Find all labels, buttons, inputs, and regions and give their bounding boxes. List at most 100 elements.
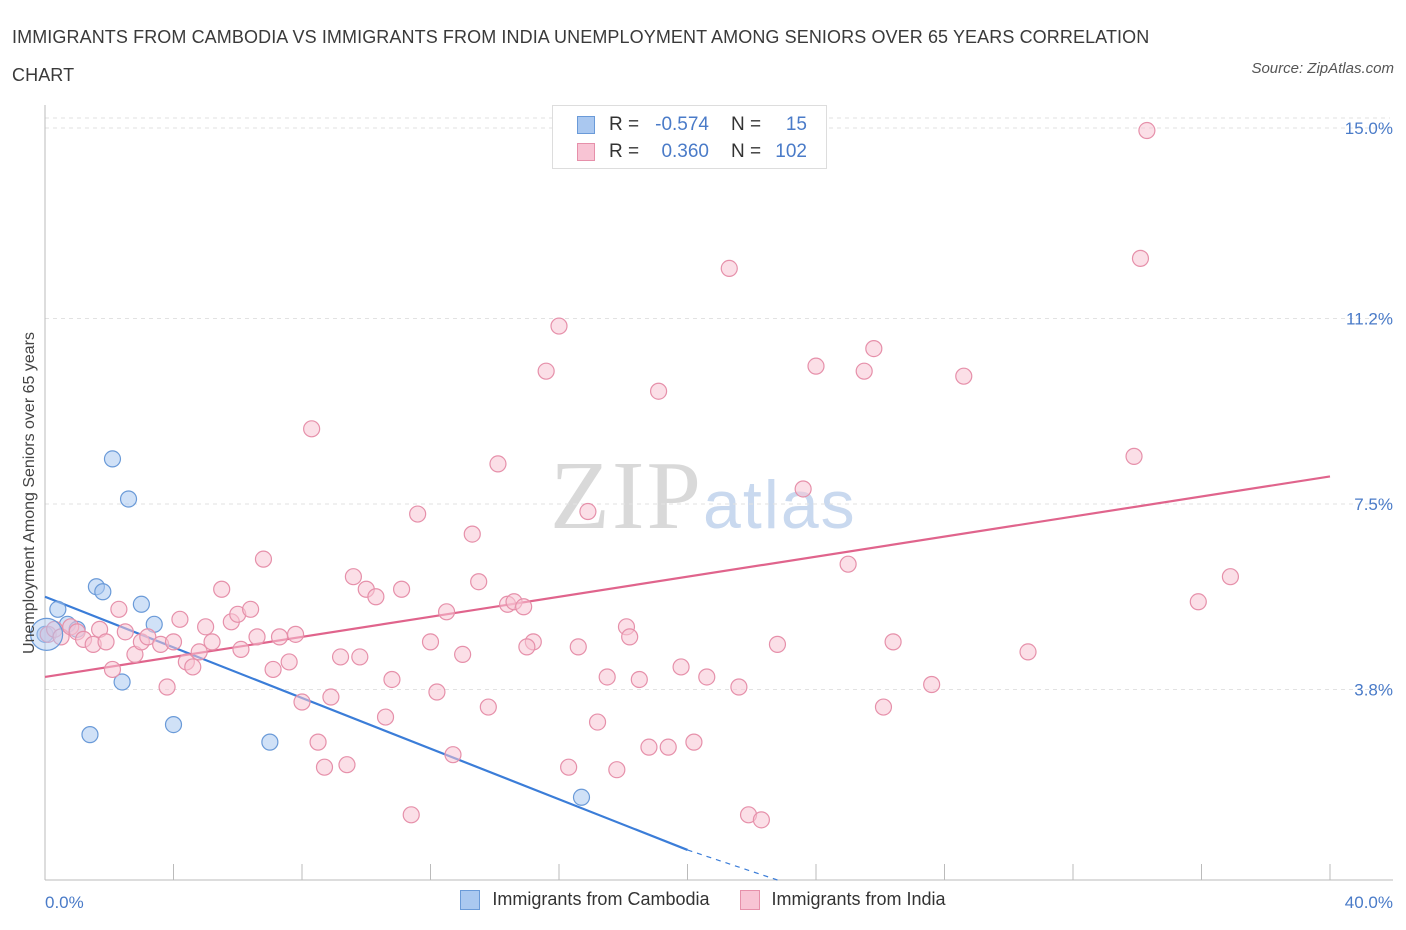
axes — [44, 105, 1393, 881]
legend-label-cambodia: Immigrants from Cambodia — [492, 889, 710, 909]
point-india — [463, 525, 481, 543]
point-india — [579, 502, 597, 521]
point-india — [242, 600, 260, 618]
point-india — [560, 758, 578, 776]
point-india — [923, 675, 941, 694]
point-india — [190, 643, 208, 661]
point-india — [1221, 568, 1240, 586]
x-tick-label: 0.0% — [45, 893, 84, 912]
point-cambodia-cluster — [30, 617, 64, 651]
legend-swatch-cambodia — [577, 116, 595, 134]
point-india — [409, 505, 427, 523]
point-india — [884, 633, 902, 651]
point-india — [1138, 121, 1156, 140]
point-india — [672, 658, 690, 676]
point-india — [376, 708, 395, 726]
point-india — [720, 259, 738, 277]
point-india — [454, 645, 472, 664]
y-tick-label: 15.0% — [1345, 119, 1393, 138]
legend-swatch-india — [577, 143, 595, 161]
point-india — [955, 367, 973, 385]
point-india — [640, 738, 658, 756]
point-india — [518, 638, 536, 656]
point-cambodia — [572, 788, 591, 806]
x-tick-label: 40.0% — [1345, 893, 1393, 912]
point-india — [280, 653, 298, 671]
point-india — [1189, 593, 1207, 611]
point-india — [264, 660, 282, 679]
watermark: ZIPatlas — [550, 440, 857, 552]
point-india — [351, 648, 369, 666]
legend-item-cambodia[interactable]: Immigrants from Cambodia — [460, 889, 710, 910]
point-india — [338, 756, 356, 774]
point-india — [203, 633, 221, 651]
point-india — [184, 658, 202, 676]
point-india — [421, 633, 440, 651]
point-india — [685, 733, 703, 751]
point-india — [303, 420, 321, 438]
point-india — [158, 678, 176, 696]
tick-labels: 3.8% 7.5% 11.2% 15.0% 0.0% 40.0% — [45, 119, 1393, 912]
trend-lines — [44, 475, 1331, 881]
legend-r-label: R = — [609, 114, 640, 135]
point-india — [322, 688, 340, 706]
source-label: Source: ZipAtlas.com — [1251, 60, 1394, 77]
point-cambodia — [49, 600, 67, 618]
watermark-sub: atlas — [703, 467, 857, 543]
point-india — [392, 580, 411, 598]
point-india — [537, 362, 555, 380]
y-tick-label: 7.5% — [1354, 495, 1393, 514]
point-india — [444, 746, 462, 764]
point-india — [331, 648, 350, 666]
point-india — [608, 761, 626, 779]
point-india — [630, 670, 648, 689]
point-india — [286, 625, 305, 643]
point-india — [213, 580, 231, 598]
y-tick-label: 11.2% — [1346, 310, 1393, 329]
point-india — [171, 610, 189, 628]
point-india — [874, 698, 893, 716]
legend-r-value: -0.574 — [655, 114, 709, 135]
y-axis-label: Unemployment Among Seniors over 65 years — [21, 332, 38, 654]
point-india — [807, 357, 825, 375]
point-cambodia — [113, 673, 131, 691]
legend-r-value: 0.360 — [661, 141, 709, 162]
point-india — [1131, 249, 1150, 267]
point-india — [309, 733, 327, 751]
point-india — [428, 683, 446, 701]
watermark-main: ZIP — [550, 442, 703, 550]
trend-line-cambodia-extension — [687, 849, 778, 881]
point-cambodia — [103, 450, 122, 468]
point-india — [768, 635, 787, 653]
legend-item-india[interactable]: Immigrants from India — [739, 889, 946, 910]
legend-label-india: Immigrants from India — [771, 889, 946, 909]
point-india — [254, 550, 273, 568]
legend-n-value: 15 — [785, 114, 807, 135]
point-india — [315, 758, 334, 776]
legend-row-cambodia: R = -0.574 N = 15 — [577, 113, 807, 137]
point-india — [698, 668, 716, 686]
point-india — [103, 660, 122, 679]
point-india — [730, 678, 748, 696]
point-cambodia — [119, 490, 138, 508]
point-india — [794, 480, 812, 498]
point-india — [110, 600, 128, 618]
legend-n-label: N = — [731, 141, 762, 162]
point-india — [470, 573, 488, 591]
point-india — [588, 713, 607, 731]
legend-r-label: R = — [609, 141, 640, 162]
point-india — [855, 362, 873, 380]
point-india — [97, 633, 115, 651]
point-india — [437, 603, 456, 621]
point-cambodia — [81, 726, 99, 744]
point-india — [659, 738, 677, 756]
point-india — [598, 668, 616, 686]
point-cambodia — [261, 733, 279, 751]
point-india — [489, 455, 507, 473]
point-india — [865, 340, 883, 358]
point-india — [479, 698, 497, 716]
point-india — [515, 598, 533, 616]
legend-n-label: N = — [731, 114, 762, 135]
point-india — [383, 670, 401, 689]
